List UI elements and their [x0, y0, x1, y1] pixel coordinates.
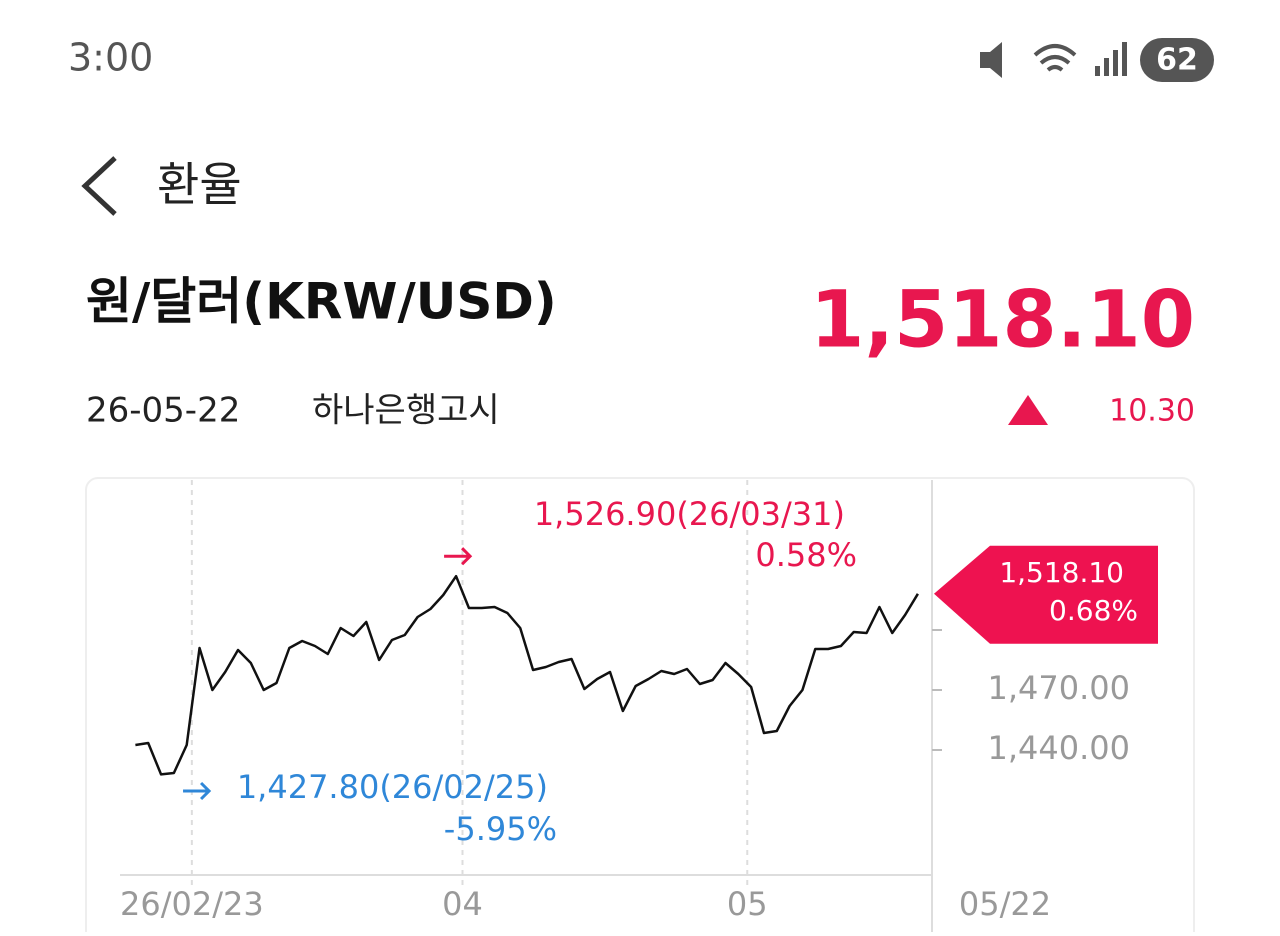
chart-card [85, 477, 1195, 936]
price: 1,518.10 [810, 275, 1195, 365]
current-pct: 0.68% [1049, 594, 1138, 627]
x-tick-label: 05 [727, 885, 768, 923]
up-arrow [1008, 395, 1048, 425]
current-value: 1,518.10 [999, 556, 1124, 589]
y-tick-label: 1,470.00 [988, 669, 1131, 707]
x-end-label: 05/22 [959, 885, 1051, 923]
current-tag [934, 545, 1158, 644]
source: 하나은행고시 [312, 391, 500, 431]
min-arrow [183, 781, 212, 801]
max-arrow [444, 547, 473, 566]
back-button[interactable] [81, 156, 117, 216]
y-tick-label: 1,440.00 [988, 729, 1131, 767]
battery: 62 [1156, 43, 1198, 78]
pair-name: 원/달러(KRW/USD) [86, 273, 557, 331]
price-line [135, 574, 919, 776]
status-icons [980, 38, 1214, 82]
min-label: 1,427.80(26/02/25) [237, 768, 548, 806]
max-label: 1,526.90(26/03/31) [534, 495, 845, 533]
date: 26-05-22 [86, 391, 240, 431]
page-title: 환율 [157, 158, 242, 212]
min-pct: -5.95% [444, 810, 557, 848]
change: 10.30 [1109, 394, 1195, 429]
x-tick-label: 26/02/23 [120, 885, 264, 923]
x-tick-label: 04 [442, 885, 483, 923]
time: 3:00 [68, 36, 153, 80]
max-pct: 0.58% [755, 536, 857, 574]
